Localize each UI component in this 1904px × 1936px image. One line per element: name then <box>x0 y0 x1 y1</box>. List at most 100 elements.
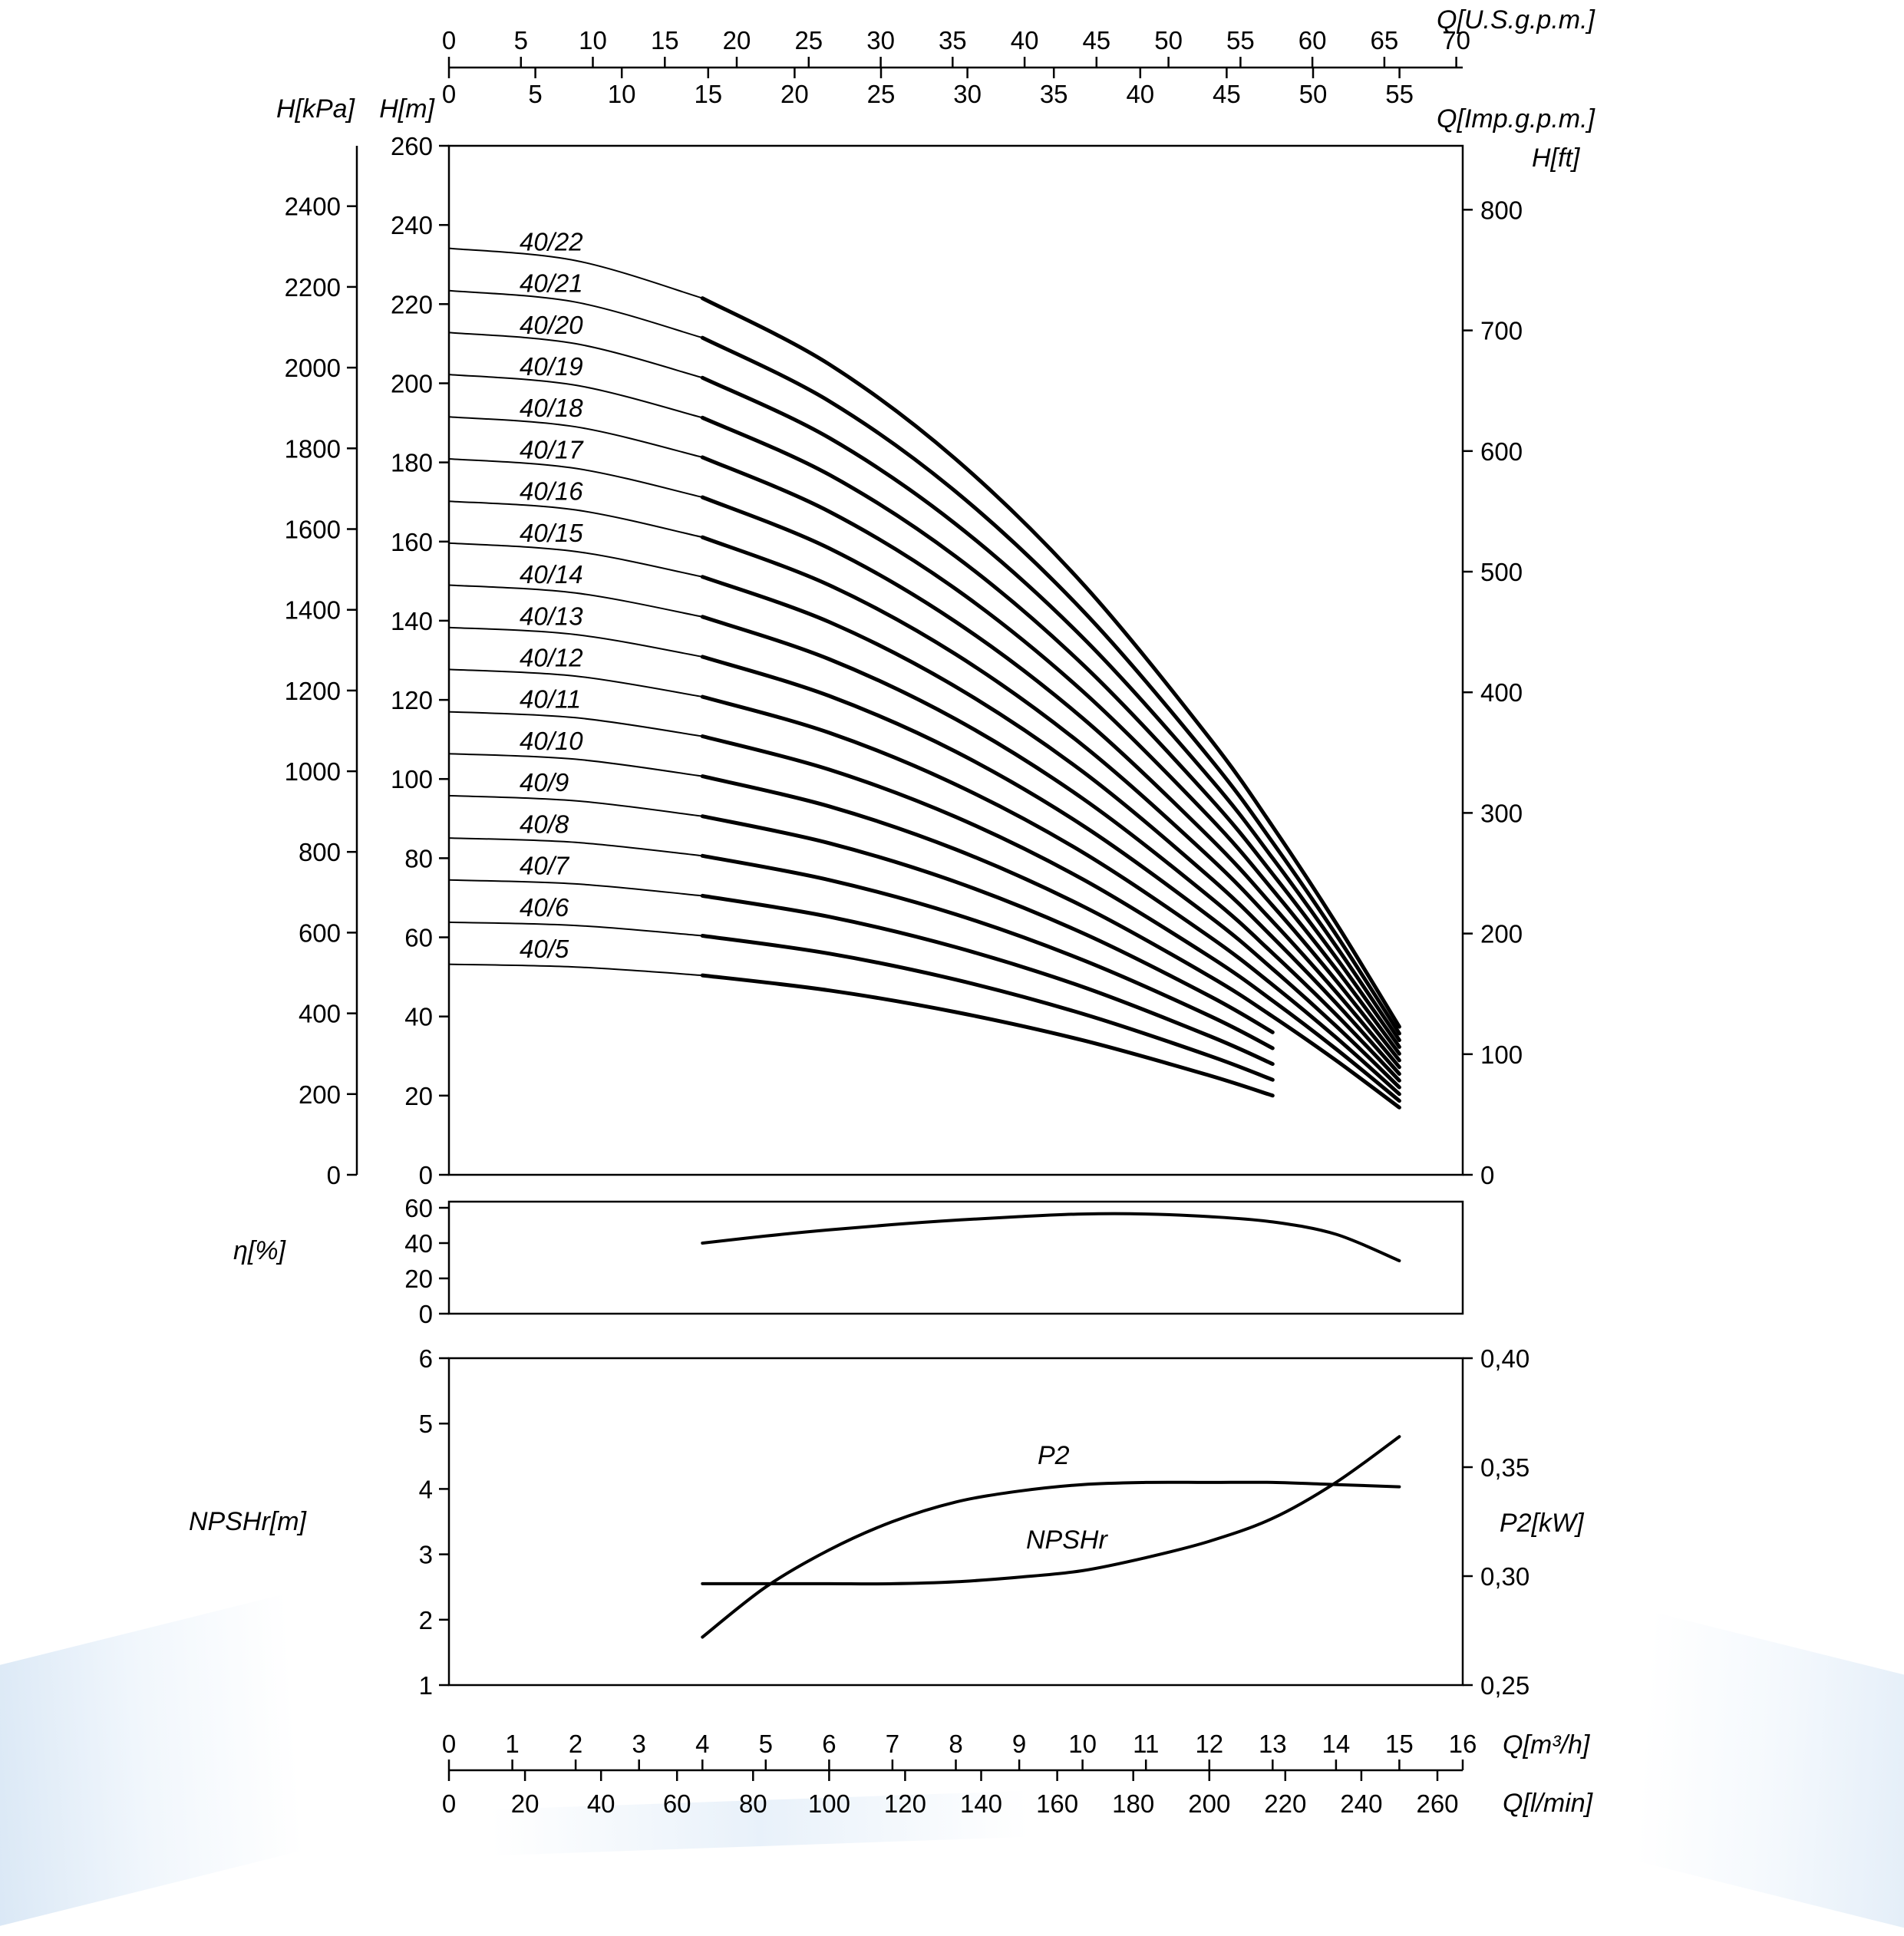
efficiency-plot-box <box>447 1200 1464 1315</box>
pump-curve-40-17 <box>700 495 1401 1063</box>
kpa-tick-label: 1800 <box>285 434 341 463</box>
axis-title-q-m3h: Q[m³/h] <box>1503 1730 1591 1760</box>
m3h-tick-label: 6 <box>822 1730 836 1758</box>
pump-curve-40-10 <box>700 774 1401 1110</box>
pump-curve-datasheet: { "page": { "background": "#ffffff", "cu… <box>0 5 1904 1936</box>
impgpm-tick-label: 25 <box>867 80 896 108</box>
pump-curve-40-13 <box>700 655 1401 1090</box>
p2-tick-label: 0,35 <box>1480 1453 1529 1482</box>
usgpm-tick-label: 10 <box>579 26 607 54</box>
hm-tick-label: 0 <box>419 1161 433 1189</box>
axis-title-h-m: H[m] <box>379 94 435 124</box>
npshr-tick-label: 2 <box>419 1606 433 1634</box>
kpa-tick-label: 2000 <box>285 354 341 382</box>
axis-title-p2: P2[kW] <box>1500 1509 1585 1538</box>
m3h-tick-label: 16 <box>1449 1730 1477 1758</box>
impgpm-tick-label: 5 <box>528 80 542 108</box>
npshr-tick-label: 3 <box>419 1541 433 1569</box>
pump-curve-extension-40-14 <box>448 584 704 618</box>
pump-curve-label-40-14: 40/14 <box>520 560 583 589</box>
m3h-tick-label: 7 <box>886 1730 899 1758</box>
eta-tick-label: 60 <box>404 1194 433 1222</box>
kpa-tick-label: 1600 <box>285 516 341 544</box>
hm-tick-label: 160 <box>391 528 433 556</box>
usgpm-tick-label: 20 <box>723 26 751 54</box>
pump-curve-40-16 <box>700 535 1401 1070</box>
lmin-tick-label: 200 <box>1188 1789 1230 1818</box>
npshr-tick-label: 6 <box>419 1344 433 1373</box>
npshr-tick-label: 4 <box>419 1475 433 1503</box>
lmin-tick-label: 140 <box>960 1789 1002 1818</box>
lmin-tick-label: 100 <box>808 1789 850 1818</box>
lmin-tick-label: 220 <box>1264 1789 1306 1818</box>
hm-tick-label: 60 <box>404 924 433 952</box>
hm-tick-label: 120 <box>391 686 433 714</box>
impgpm-tick-label: 20 <box>780 80 809 108</box>
pump-curve-extension-40-8 <box>448 837 704 857</box>
kpa-tick-label: 2400 <box>285 193 341 221</box>
m3h-tick-label: 3 <box>632 1730 646 1758</box>
pump-curves-chart: 0 5 10 15 20 25 30 35 40 45 50 55 60 65 700 5 10 15 20 25 30… <box>189 5 1596 1818</box>
pump-curve-extension-40-11 <box>448 711 704 737</box>
pump-curve-label-40-11: 40/11 <box>520 685 581 714</box>
m3h-tick-label: 11 <box>1133 1730 1159 1758</box>
pump-curve-40-5 <box>700 973 1275 1098</box>
pump-curve-label-40-5: 40/5 <box>520 935 569 963</box>
m3h-tick-label: 8 <box>949 1730 962 1758</box>
m3h-tick-label: 9 <box>1012 1730 1026 1758</box>
pump-curve-label-40-15: 40/15 <box>520 519 583 547</box>
kpa-tick-label: 200 <box>299 1080 341 1109</box>
eta-tick-label: 40 <box>404 1229 433 1258</box>
npshr-curve <box>701 1435 1401 1586</box>
hft-tick-label: 300 <box>1480 799 1523 827</box>
pump-curve-extension-40-16 <box>448 500 704 539</box>
usgpm-tick-label: 50 <box>1154 26 1183 54</box>
pump-curve-label-40-13: 40/13 <box>520 602 583 630</box>
npshr-tick-label: 1 <box>419 1671 433 1700</box>
hm-tick-label: 20 <box>404 1082 433 1110</box>
hm-tick-label: 180 <box>391 449 433 477</box>
pump-curve-40-19 <box>700 415 1401 1049</box>
kpa-tick-label: 800 <box>299 838 341 866</box>
pump-curve-extension-40-6 <box>448 921 704 937</box>
p2-tick-label: 0,30 <box>1480 1562 1529 1591</box>
pump-curve-extension-40-12 <box>448 668 704 698</box>
hm-tick-label: 140 <box>391 607 433 635</box>
pump-curve-label-40-21: 40/21 <box>520 269 583 298</box>
pump-curve-extension-40-5 <box>448 963 704 977</box>
pump-curve-40-9 <box>700 814 1275 1034</box>
usgpm-tick-label: 15 <box>651 26 679 54</box>
pump-curve-label-40-22: 40/22 <box>520 227 583 256</box>
pump-curve-extension-40-19 <box>448 374 704 419</box>
hft-tick-label: 500 <box>1480 558 1523 586</box>
m3h-tick-label: 10 <box>1068 1730 1097 1758</box>
impgpm-tick-label: 40 <box>1126 80 1154 108</box>
pump-curve-label-40-17: 40/17 <box>520 435 584 463</box>
main-plot-box <box>447 144 1464 1176</box>
impgpm-tick-label: 45 <box>1213 80 1241 108</box>
usgpm-tick-label: 0 <box>442 26 456 54</box>
hm-tick-label: 260 <box>391 132 433 160</box>
pump-curve-label-40-16: 40/16 <box>520 477 583 506</box>
lmin-tick-label: 120 <box>884 1789 926 1818</box>
p2-curve-label: P2 <box>1038 1441 1070 1470</box>
impgpm-tick-label: 10 <box>608 80 636 108</box>
kpa-tick-label: 400 <box>299 1000 341 1028</box>
pump-curve-extension-40-7 <box>448 879 704 897</box>
m3h-tick-label: 14 <box>1322 1730 1351 1758</box>
axis-title-npshr: NPSHr[m] <box>189 1507 308 1536</box>
impgpm-tick-label: 30 <box>953 80 982 108</box>
pump-curve-extension-40-21 <box>448 289 704 339</box>
impgpm-tick-label: 0 <box>442 80 456 108</box>
m3h-tick-label: 1 <box>505 1730 519 1758</box>
kpa-tick-label: 2200 <box>285 273 341 302</box>
impgpm-tick-label: 50 <box>1299 80 1328 108</box>
usgpm-tick-label: 5 <box>514 26 528 54</box>
usgpm-tick-label: 45 <box>1082 26 1110 54</box>
kpa-tick-label: 1200 <box>285 677 341 705</box>
lmin-tick-label: 260 <box>1416 1789 1458 1818</box>
chart-generated-content: 0 5 10 15 20 25 30 35 40 45 50 55 60 65 700 5 10 15 20 25 30… <box>285 26 1530 1818</box>
lmin-tick-label: 180 <box>1112 1789 1154 1818</box>
pump-curve-40-14 <box>700 615 1401 1083</box>
usgpm-tick-label: 40 <box>1011 26 1039 54</box>
